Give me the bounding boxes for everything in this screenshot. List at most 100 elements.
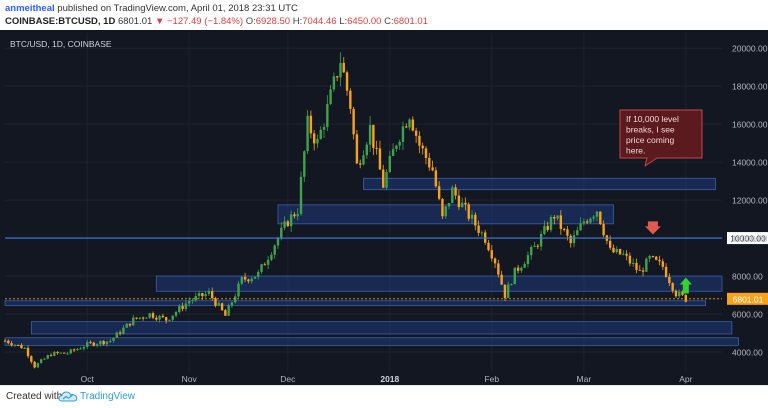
zone-box <box>4 300 706 306</box>
callout-text-line: If 10,000 level <box>626 114 679 124</box>
chart-area[interactable]: 10000.00 6801.01 4000.00 6000.00 8000.00 1000… <box>0 30 768 385</box>
candle-body <box>480 232 484 234</box>
callout-text-line: price coming <box>626 135 674 145</box>
candle-body <box>332 76 336 90</box>
candle-body <box>608 240 612 248</box>
candle-body <box>401 126 405 142</box>
candle-body <box>10 343 13 346</box>
candle-body <box>536 245 540 247</box>
candle-body <box>309 115 313 134</box>
candle-body <box>109 340 112 342</box>
candle-body <box>263 264 267 266</box>
candle-body <box>562 228 566 230</box>
y-tick-label: 10000.00 <box>732 234 768 244</box>
candle-body <box>510 284 513 286</box>
tradingview-cloud-icon[interactable] <box>58 390 78 403</box>
candle-body <box>447 203 451 207</box>
candle-body <box>266 259 270 265</box>
candle-body <box>194 295 197 301</box>
ohlc-row: COINBASE:BTCUSD, 1D 6801.01 ▼ −127.49 (−… <box>5 16 428 27</box>
candle-body <box>303 151 306 177</box>
candle-body <box>36 363 40 368</box>
price-chart[interactable]: 10000.006801.014000.006000.008000.001000… <box>0 30 768 385</box>
candle-body <box>214 298 217 306</box>
candle-body <box>253 276 257 279</box>
tradingview-brand[interactable]: TradingView <box>80 391 136 402</box>
zone-box <box>155 275 723 292</box>
candle-body <box>30 356 33 362</box>
candle-body <box>86 342 89 347</box>
candle-body <box>497 263 500 275</box>
candle-body <box>641 270 645 272</box>
candle-body <box>464 202 467 205</box>
candle-body <box>441 198 444 217</box>
zone-box <box>30 321 733 335</box>
candle-body <box>599 211 602 225</box>
callout-text-line: breaks, I see <box>626 125 675 135</box>
candle-body <box>530 246 533 256</box>
y-tick-label: 4000.00 <box>732 348 763 358</box>
candle-body <box>115 332 119 338</box>
candle-body <box>645 258 648 272</box>
candle-body <box>648 256 651 259</box>
candle-body <box>319 129 322 139</box>
x-tick-label: Apr <box>679 374 692 384</box>
candle-body <box>523 264 526 268</box>
callout-bubble <box>619 109 703 167</box>
candle-body <box>46 355 49 359</box>
candle-body <box>467 204 470 219</box>
candle-body <box>230 302 234 306</box>
candle-body <box>388 155 392 173</box>
candle-body <box>431 167 434 171</box>
candle-body <box>63 352 66 354</box>
candle-body <box>76 348 79 351</box>
candle-body <box>227 305 230 316</box>
candle-body <box>444 206 447 217</box>
candle-body <box>273 245 276 255</box>
candle-body <box>585 221 589 223</box>
candle-body <box>533 245 536 247</box>
candle-body <box>296 214 299 217</box>
candle-body <box>39 359 43 364</box>
candle-body <box>105 341 109 345</box>
candle-body <box>434 170 438 187</box>
symbol-label: COINBASE:BTCUSD, 1D <box>5 16 116 27</box>
candle-body <box>526 255 530 265</box>
author-link[interactable]: anmeitheal <box>5 3 55 14</box>
candle-body <box>559 215 563 229</box>
candle-body <box>622 253 625 255</box>
candle-body <box>362 155 365 165</box>
candle-body <box>171 315 174 320</box>
candle-body <box>359 163 362 165</box>
footer: Created with TradingView <box>0 385 768 408</box>
candle-body <box>500 274 503 285</box>
candle-body <box>681 291 684 295</box>
candle-body <box>234 296 237 303</box>
level-tag <box>727 232 768 245</box>
candle-body <box>477 225 480 233</box>
candle-body <box>408 119 411 128</box>
candle-body <box>125 323 128 328</box>
candle-body <box>454 187 457 196</box>
candle-body <box>276 238 280 246</box>
candle-body <box>368 124 372 145</box>
candle-body <box>174 312 178 316</box>
candle-body <box>82 346 86 349</box>
candle-body <box>43 358 46 360</box>
y-tick-label: 12000.00 <box>732 196 768 206</box>
candle-body <box>671 283 674 291</box>
low-value: 6450.00 <box>347 16 382 27</box>
level-label: 10000.00 <box>730 234 766 244</box>
chart-header: anmeitheal published on TradingView.com,… <box>0 0 768 30</box>
candle-body <box>612 247 615 253</box>
candle-body <box>250 278 253 282</box>
down-arrow-marker <box>644 221 661 235</box>
candle-body <box>211 291 214 299</box>
candle-body <box>424 148 428 158</box>
y-tick-label: 6000.00 <box>732 310 763 320</box>
candle-body <box>92 342 96 346</box>
candle-body <box>201 293 204 297</box>
candle-body <box>326 104 329 127</box>
candle-body <box>470 214 474 219</box>
candle-body <box>102 341 105 345</box>
